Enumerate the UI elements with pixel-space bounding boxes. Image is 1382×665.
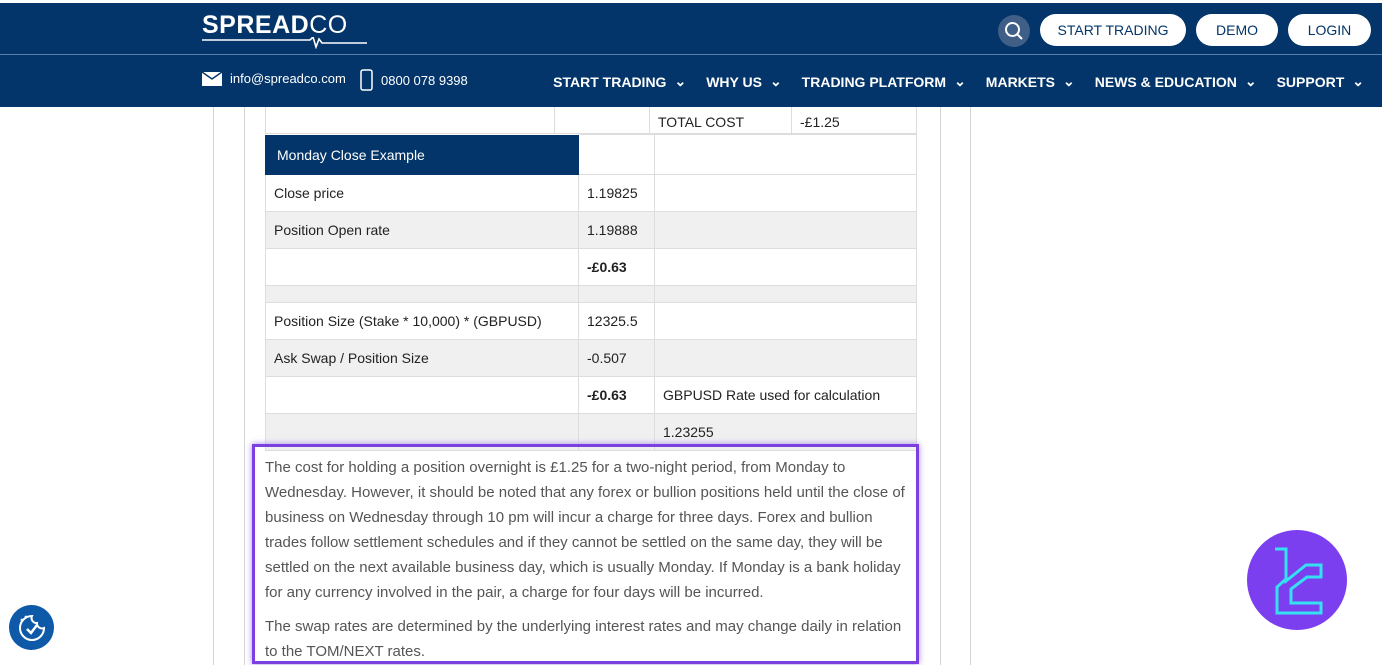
table-row-label xyxy=(265,286,579,303)
divider xyxy=(970,107,971,665)
table-row-note xyxy=(655,175,917,212)
chevron-down-icon: ⌄ xyxy=(1063,73,1075,89)
spreadco-logo[interactable]: SPREADCO xyxy=(202,11,367,49)
chevron-down-icon: ⌄ xyxy=(674,73,687,89)
tc-logo-icon xyxy=(1275,547,1323,615)
main-nav: START TRADING ⌄ WHY US ⌄ TRADING PLATFORM ⌄… xyxy=(553,73,1364,90)
table-row-label: Position Size (Stake * 10,000) * (GBPUSD… xyxy=(265,303,579,340)
table-row-value: 1.19888 xyxy=(579,212,655,249)
table-row-value xyxy=(579,286,655,303)
nav-trading-platform[interactable]: TRADING PLATFORM ⌄ xyxy=(801,73,966,90)
search-button[interactable] xyxy=(998,15,1030,47)
search-icon xyxy=(1005,22,1023,40)
divider xyxy=(0,54,1382,55)
total-cost-value: -£1.25 xyxy=(792,97,917,134)
chevron-down-icon: ⌄ xyxy=(1244,73,1257,89)
total-cost-label: TOTAL COST xyxy=(650,97,792,134)
divider xyxy=(244,107,245,665)
phone-icon xyxy=(360,69,373,91)
table-row-note xyxy=(655,249,917,286)
nav-news-education[interactable]: NEWS & EDUCATION ⌄ xyxy=(1094,73,1257,90)
table-row-note xyxy=(655,212,917,249)
paragraph: The cost for holding a position overnigh… xyxy=(265,459,905,601)
table-row-value: 12325.5 xyxy=(579,303,655,340)
cookie-check-icon xyxy=(18,614,45,641)
start-trading-button[interactable]: START TRADING xyxy=(1040,14,1186,46)
table-row-value: -£0.63 xyxy=(579,249,655,286)
table-row-label xyxy=(265,249,579,286)
phone-link[interactable]: 0800 078 9398 xyxy=(360,69,468,91)
chevron-down-icon: ⌄ xyxy=(954,73,966,89)
chevron-down-icon: ⌄ xyxy=(769,73,782,89)
email-link[interactable]: info@spreadco.com xyxy=(202,71,346,86)
divider xyxy=(213,107,214,665)
cookie-settings-button[interactable] xyxy=(9,605,54,650)
table-row-value: 1.19825 xyxy=(579,175,655,212)
mail-icon xyxy=(202,71,222,86)
table-row-label: Close price xyxy=(265,175,579,212)
login-button[interactable]: LOGIN xyxy=(1288,14,1371,46)
table-row-value: -£0.63 xyxy=(579,377,655,414)
nav-support[interactable]: SUPPORT ⌄ xyxy=(1276,73,1364,90)
table-row-note xyxy=(655,286,917,303)
table-row-label xyxy=(265,377,579,414)
table-row-note xyxy=(655,303,917,340)
highlighted-explanation: The cost for holding a position overnigh… xyxy=(252,444,919,664)
paragraph: The swap rates are determined by the und… xyxy=(265,618,902,660)
table-row-label: Ask Swap / Position Size xyxy=(265,340,579,377)
table-row-value: -0.507 xyxy=(579,340,655,377)
watermark-logo xyxy=(1247,530,1347,630)
site-header: SPREADCO START TRADING DEMO LOGIN info@s… xyxy=(0,0,1382,107)
chevron-down-icon: ⌄ xyxy=(1352,73,1364,89)
nav-start-trading[interactable]: START TRADING ⌄ xyxy=(553,73,687,90)
table-row-note xyxy=(655,340,917,377)
demo-button[interactable]: DEMO xyxy=(1196,14,1278,46)
nav-why-us[interactable]: WHY US ⌄ xyxy=(706,73,782,90)
table-row-label: Position Open rate xyxy=(265,212,579,249)
divider xyxy=(940,107,941,665)
table-row-note: GBPUSD Rate used for calculation xyxy=(655,377,917,414)
nav-markets[interactable]: MARKETS ⌄ xyxy=(985,73,1075,90)
table-header: Monday Close Example xyxy=(265,135,579,175)
